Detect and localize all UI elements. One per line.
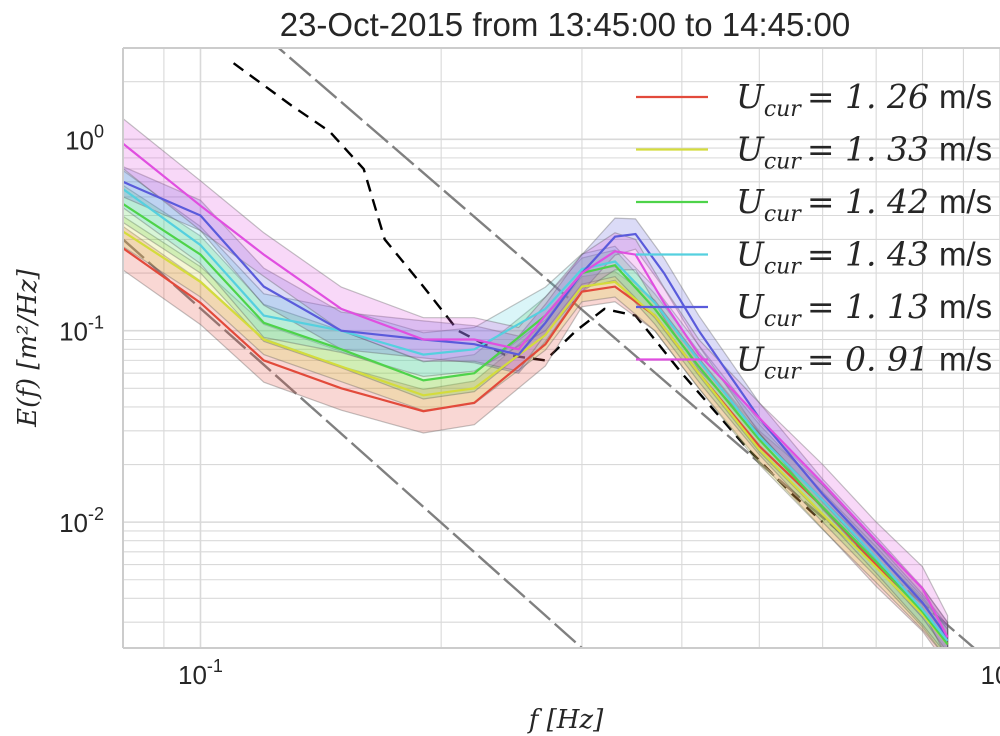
confidence-band (123, 117, 949, 648)
series-line (123, 180, 949, 639)
legend: Ucur = 1. 26 m/s Ucur = 1. 33 m/s Ucur = 1. 42 m… (636, 77, 992, 385)
reference-line (123, 238, 583, 648)
legend-label: Ucur = 1. 42 m/s (736, 182, 992, 227)
y-axis-label: E(f) [m²/Hz] (13, 268, 43, 428)
legend-label: Ucur = 1. 26 m/s (736, 77, 992, 122)
legend-label: Ucur = 1. 33 m/s (736, 130, 992, 175)
tick-labels: 10-1 100 100 10-1 10-2 (59, 121, 1000, 690)
reference-lines (123, 48, 976, 648)
x-tick-label: 10-1 (178, 656, 223, 690)
y-tick-label: 10-1 (59, 313, 104, 347)
legend-label: Ucur = 0. 91 m/s (736, 340, 992, 385)
series-lines (123, 142, 949, 646)
series-line (123, 188, 949, 642)
series-line (123, 202, 949, 645)
legend-label: Ucur = 1. 13 m/s (736, 287, 992, 332)
x-tick-label: 100 (981, 656, 1000, 690)
grid (122, 47, 1000, 648)
confidence-band (123, 225, 949, 648)
confidence-band (123, 169, 949, 648)
series-line (123, 142, 949, 638)
y-tick-label: 10-2 (59, 504, 104, 538)
chart-title: 23-Oct-2015 from 13:45:00 to 14:45:00 (280, 6, 851, 43)
reference-line (232, 62, 824, 523)
reference-line (276, 48, 976, 648)
legend-label: Ucur = 1. 43 m/s (736, 235, 992, 280)
y-tick-label: 100 (65, 121, 104, 155)
x-axis-label: f [Hz] (527, 705, 604, 735)
series-line (123, 230, 949, 646)
